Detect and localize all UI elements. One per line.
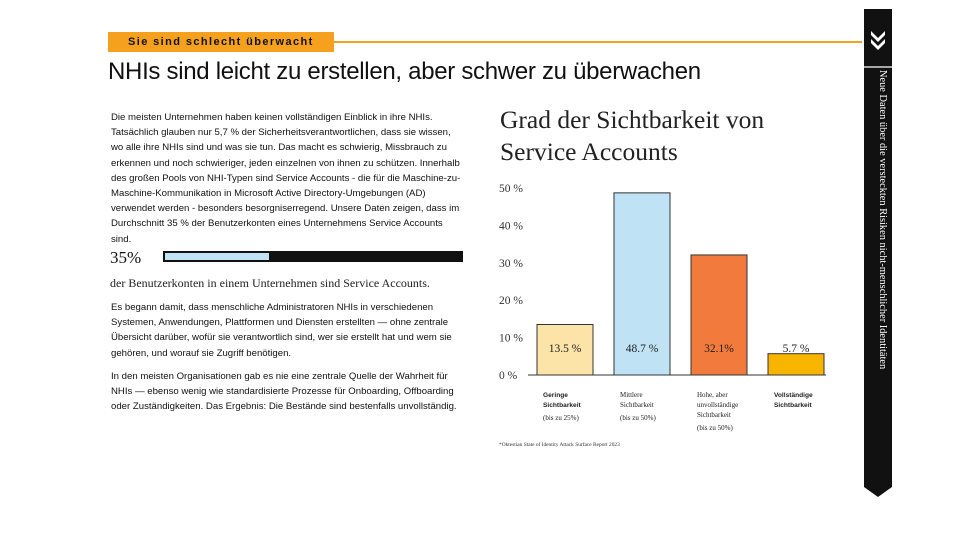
result-paragraph: In den meisten Organisationen gab es nie…: [111, 371, 457, 413]
x-axis-labels: Geringe Sichtbarkeit (bis zu 25%) Mittlere S…: [543, 391, 813, 432]
bar-series: 13.5 % 48.7 % 32.1% 5.7 %: [536, 192, 825, 376]
x-category-label: Mittlere: [620, 391, 643, 399]
y-tick-label: 10 %: [499, 333, 523, 345]
x-category-label: Hohe, aber: [697, 391, 728, 399]
intro-paragraph: Die meisten Unternehmen haben keinen vol…: [111, 112, 461, 245]
visibility-bar-chart: 0 % 10 % 20 % 30 % 40 % 50 % 13.5 % 48.7 % 32.1…: [499, 183, 826, 432]
y-tick-label: 50 %: [499, 183, 523, 195]
bar-value-label: 48.7 %: [626, 343, 659, 355]
stat-progress-track: [163, 251, 463, 262]
y-tick-label: 0 %: [499, 370, 518, 382]
y-tick-label: 30 %: [499, 258, 523, 270]
x-category-sublabel: (bis zu 50%): [697, 424, 733, 432]
x-category-label: Geringe: [543, 392, 568, 399]
x-category-label: Vollständige: [774, 392, 813, 399]
stat-progress-fill: [165, 253, 269, 260]
history-paragraph: Es begann damit, dass menschliche Admini…: [111, 302, 452, 359]
bar-value-label: 32.1%: [704, 343, 734, 355]
bar: [613, 192, 671, 376]
chart-source-note: *Oktestian State of Identity Attack Surf…: [499, 442, 620, 448]
x-category-label: unvollständige: [697, 401, 738, 409]
y-tick-label: 20 %: [499, 295, 523, 307]
chart-title: Grad der Sichtbarkeit von Service Accoun…: [500, 105, 765, 166]
bar-value-label: 5.7 %: [783, 343, 810, 355]
bar: [690, 254, 748, 376]
section-divider: [334, 41, 862, 43]
page-headline: NHIs sind leicht zu erstellen, aber schw…: [108, 58, 701, 85]
x-category-label: Sichtbarkeit: [697, 411, 731, 419]
x-category-label: Sichtbarkeit: [774, 402, 813, 409]
bar: [767, 353, 825, 376]
sidebar-banner: [864, 9, 892, 497]
x-category-sublabel: (bis zu 50%): [620, 414, 656, 422]
stat-value: 35%: [110, 248, 142, 267]
section-tag: Sie sind schlecht überwacht: [108, 32, 334, 52]
x-category-label: Sichtbarkeit: [620, 401, 654, 409]
double-chevron-down-icon[interactable]: [871, 31, 885, 50]
section-tag-label: Sie sind schlecht überwacht: [128, 36, 314, 48]
x-category-sublabel: (bis zu 25%): [543, 414, 579, 422]
x-category-label: Sichtbarkeit: [543, 402, 582, 409]
y-tick-label: 40 %: [499, 220, 523, 232]
y-axis: 0 % 10 % 20 % 30 % 40 % 50 %: [499, 183, 523, 382]
bar-value-label: 13.5 %: [549, 343, 582, 355]
stat-caption: der Benutzerkonten in einem Unternehmen …: [110, 276, 430, 290]
sidebar-vertical-title: Neue Daten über die versteckten Risiken …: [877, 70, 888, 370]
